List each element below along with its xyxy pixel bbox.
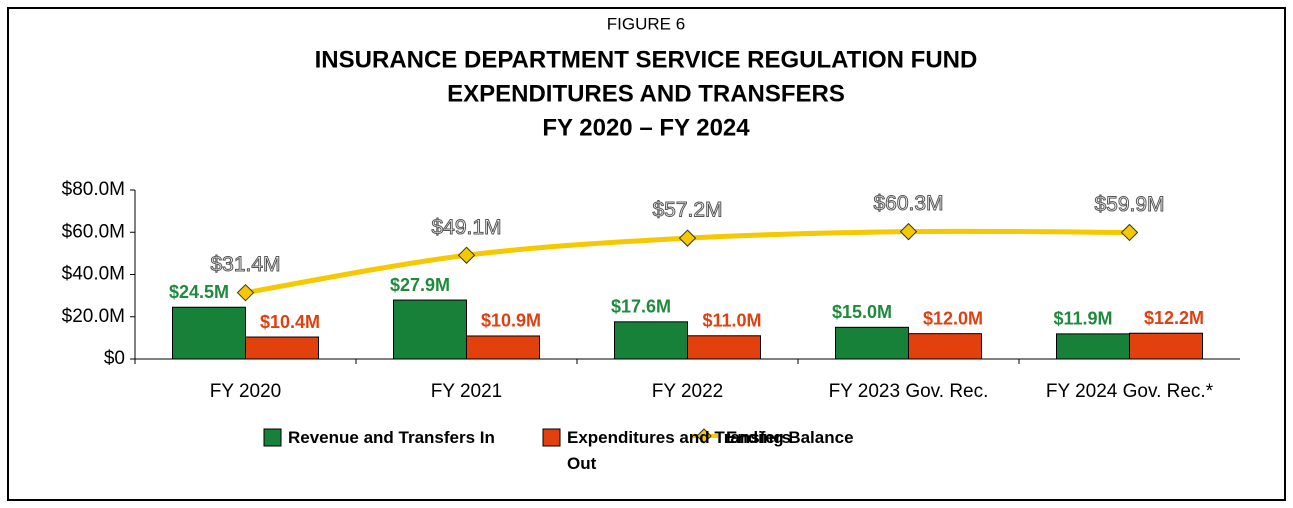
x-tick-label: FY 2021 xyxy=(431,381,502,402)
bar xyxy=(687,335,761,360)
bar xyxy=(172,306,246,360)
bar xyxy=(1056,333,1130,360)
y-tick-label: $0 xyxy=(104,348,125,369)
data-label: $10.4M xyxy=(260,312,320,332)
y-tick-label: $80.0M xyxy=(62,179,125,200)
data-label: $60.3M xyxy=(873,192,943,215)
chart-title: EXPENDITURES AND TRANSFERS xyxy=(447,80,845,107)
bar xyxy=(908,333,982,360)
x-tick-label: FY 2024 Gov. Rec.* xyxy=(1046,381,1214,402)
x-tick-label: FY 2022 xyxy=(652,381,723,402)
frame xyxy=(7,7,1286,501)
marker xyxy=(899,222,918,241)
marker xyxy=(678,229,697,247)
bar xyxy=(835,326,909,360)
data-label: $57.2M xyxy=(652,199,722,222)
marker xyxy=(236,283,255,302)
legend-label: Revenue and Transfers In xyxy=(288,428,495,447)
bar xyxy=(466,335,540,360)
x-tick-label: FY 2020 xyxy=(210,381,281,402)
bar xyxy=(245,336,319,360)
chart-title: FY 2020 – FY 2024 xyxy=(542,114,750,141)
legend-swatch xyxy=(696,428,712,444)
bar xyxy=(614,321,688,360)
y-tick-label: $40.0M xyxy=(62,264,125,285)
data-label: $27.9M xyxy=(390,275,450,295)
legend-swatch xyxy=(542,428,561,447)
data-label: $15.0M xyxy=(832,302,892,322)
data-label: $11.9M xyxy=(1053,309,1112,329)
marker xyxy=(1120,223,1139,242)
y-tick-label: $20.0M xyxy=(62,306,125,327)
data-label: $59.9M xyxy=(1094,193,1164,216)
bar xyxy=(393,299,467,360)
data-label: $12.2M xyxy=(1144,308,1204,328)
data-label: $11.0M xyxy=(702,311,761,331)
figure-label: FIGURE 6 xyxy=(607,14,685,33)
legend-swatch xyxy=(263,428,282,447)
data-label: $24.5M xyxy=(169,282,229,302)
data-label: $17.6M xyxy=(611,297,671,317)
data-label: $12.0M xyxy=(923,308,983,328)
marker xyxy=(457,246,476,264)
data-label: $49.1M xyxy=(431,216,501,239)
legend-label: Expenditures and Transfers Out xyxy=(567,428,791,473)
y-tick-label: $60.0M xyxy=(62,221,125,242)
data-label: $31.4M xyxy=(210,253,280,276)
x-tick-label: FY 2023 Gov. Rec. xyxy=(829,381,989,402)
data-label: $10.9M xyxy=(481,311,541,331)
chart-title: INSURANCE DEPARTMENT SERVICE REGULATION … xyxy=(315,46,978,73)
legend-label: Ending Balance xyxy=(726,428,854,447)
bar xyxy=(1129,332,1203,360)
